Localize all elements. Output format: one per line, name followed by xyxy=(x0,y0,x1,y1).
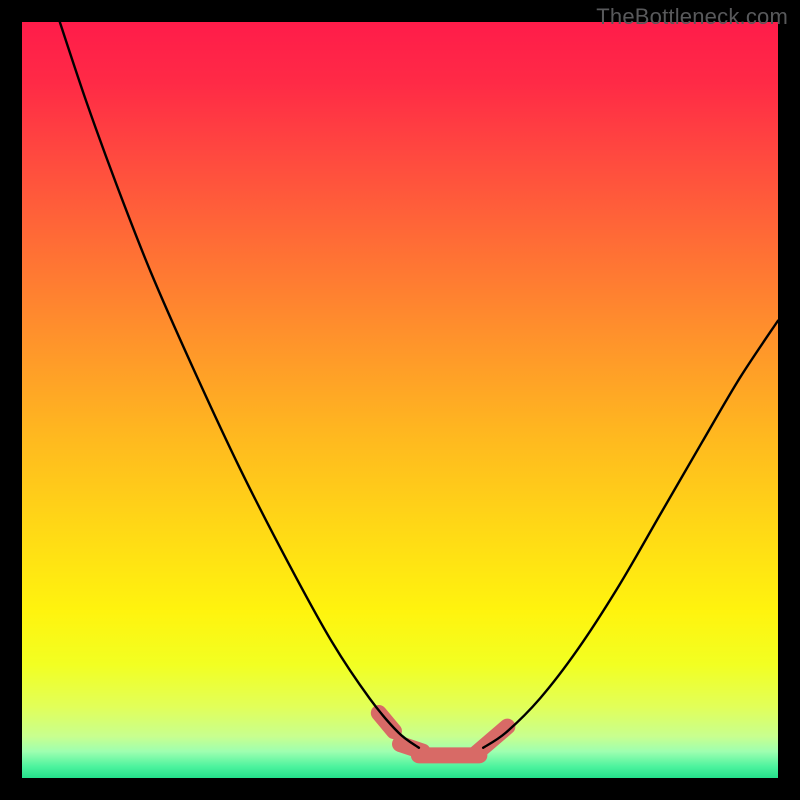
gradient-background xyxy=(22,22,778,778)
chart-svg xyxy=(22,22,778,778)
plot-area xyxy=(22,22,778,778)
watermark-text: TheBottleneck.com xyxy=(596,4,788,30)
figure-root: TheBottleneck.com xyxy=(0,0,800,800)
